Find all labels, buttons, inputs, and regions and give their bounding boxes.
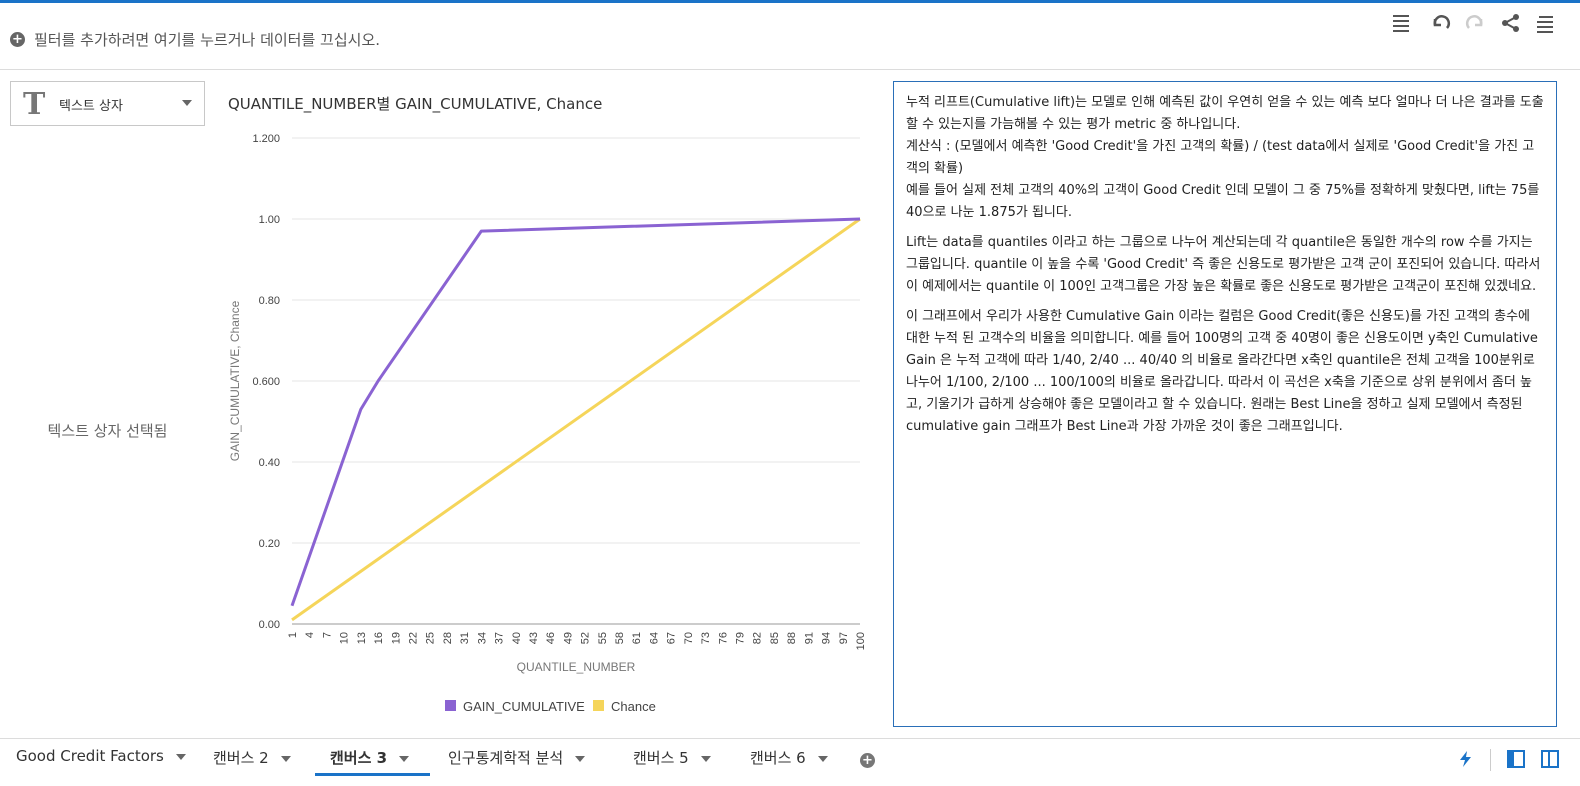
textbox-selected-message: 텍스트 상자 선택됨: [47, 422, 168, 440]
x-tick-label: 7: [321, 632, 333, 638]
tab-label: 캔버스 2: [213, 749, 269, 767]
filter-placeholder[interactable]: 필터를 추가하려면 여기를 누르거나 데이터를 끄십시오.: [34, 31, 381, 49]
series-line-chance: [291, 217, 861, 622]
x-tick-label: 55: [597, 632, 609, 644]
add-canvas-icon[interactable]: +: [860, 753, 875, 768]
x-tick-label: 100: [855, 632, 867, 650]
chevron-down-icon[interactable]: [182, 100, 192, 106]
y-tick-label: 0.40: [259, 457, 280, 469]
chevron-down-icon[interactable]: [817, 755, 828, 762]
y-tick-label: 0.00: [259, 619, 280, 631]
x-tick-label: 52: [580, 632, 592, 644]
share-icon[interactable]: [1500, 13, 1522, 35]
tab-label: 캔버스 3: [330, 749, 388, 767]
x-tick-label: 25: [425, 632, 437, 644]
divider: [1490, 749, 1491, 771]
x-tick-label: 1: [287, 632, 299, 638]
series-line-gain-cumulative: [290, 217, 861, 607]
description-line: Lift는 data를 quantiles 이라고 하는 그룹으로 나누어 계산…: [906, 235, 1541, 294]
y-axis-label: GAIN_CUMULATIVE, Chance: [228, 300, 242, 461]
undo-icon[interactable]: [1430, 13, 1452, 35]
chevron-down-icon[interactable]: [175, 753, 186, 760]
x-tick-label: 94: [821, 632, 833, 644]
x-tick-label: 34: [476, 632, 488, 644]
x-tick-label: 70: [683, 632, 695, 644]
auto-apply-icon[interactable]: [1456, 749, 1476, 769]
x-tick-label: 88: [786, 632, 798, 644]
x-tick-label: 85: [769, 632, 781, 644]
tab-canvas-2[interactable]: 캔버스 2: [213, 747, 291, 777]
text-box-icon: T: [23, 87, 46, 122]
list-icon[interactable]: [1390, 13, 1412, 35]
x-tick-label: 31: [459, 632, 471, 644]
legend-label: GAIN_CUMULATIVE: [463, 699, 585, 714]
tab-good-credit-factors[interactable]: Good Credit Factors: [16, 747, 186, 777]
x-tick-label: 4: [304, 632, 316, 638]
x-tick-label: 64: [648, 632, 660, 644]
chevron-down-icon[interactable]: [575, 755, 586, 762]
description-line: 누적 리프트(Cumulative lift)는 모델로 인해 예측된 값이 우…: [906, 95, 1544, 132]
tab-demographics[interactable]: 인구통계학적 분석: [448, 747, 586, 777]
x-tick-label: 16: [373, 632, 385, 644]
add-filter-icon[interactable]: +: [10, 32, 25, 47]
x-tick-label: 19: [390, 632, 402, 644]
legend-swatch: [445, 700, 456, 711]
x-tick-label: 22: [407, 632, 419, 644]
right-panel-toggle-icon[interactable]: [1540, 749, 1560, 769]
chevron-down-icon[interactable]: [280, 755, 291, 762]
x-tick-label: 49: [562, 632, 574, 644]
line-chart[interactable]: 0.00 0.20 0.40 0.600 0.80 1.00 1.200 1 4 7 10 13 16 1…: [215, 120, 885, 725]
x-tick-label: 13: [356, 632, 368, 644]
tab-canvas-5[interactable]: 캔버스 5: [633, 747, 711, 777]
chart-title: QUANTILE_NUMBER별 GAIN_CUMULATIVE, Chance: [228, 95, 603, 113]
x-tick-label: 28: [442, 632, 454, 644]
top-accent-bar: [0, 0, 1580, 3]
tab-canvas-3[interactable]: 캔버스 3: [330, 747, 410, 777]
description-line: 예를 들어 실제 전체 고객의 40%의 고객이 Good Credit 인데 …: [906, 183, 1540, 220]
x-axis-label: QUANTILE_NUMBER: [517, 660, 636, 674]
description-line: 이 그래프에서 우리가 사용한 Cumulative Gain 이라는 컬럼은 …: [906, 309, 1538, 434]
redo-icon[interactable]: [1464, 13, 1486, 35]
x-tick-label: 76: [717, 632, 729, 644]
y-tick-label: 0.80: [259, 295, 280, 307]
x-tick-label: 58: [614, 632, 626, 644]
x-tick-label: 10: [339, 632, 351, 644]
x-tick-label: 43: [528, 632, 540, 644]
tab-label: 캔버스 6: [750, 749, 806, 767]
description-text-panel[interactable]: 누적 리프트(Cumulative lift)는 모델로 인해 예측된 값이 우…: [893, 81, 1557, 727]
y-tick-label: 0.20: [259, 538, 280, 550]
textbox-selector-label: 텍스트 상자: [59, 99, 123, 114]
y-tick-label: 1.200: [252, 133, 280, 145]
legend-swatch: [593, 700, 604, 711]
legend-label: Chance: [611, 699, 656, 714]
x-tick-label: 67: [666, 632, 678, 644]
chevron-down-icon[interactable]: [399, 755, 410, 762]
x-tick-label: 73: [700, 632, 712, 644]
y-tick-label: 1.00: [259, 214, 280, 226]
description-paragraph: Lift는 data를 quantiles 이라고 하는 그룹으로 나누어 계산…: [906, 232, 1544, 298]
x-tick-label: 79: [735, 632, 747, 644]
description-paragraph: 누적 리프트(Cumulative lift)는 모델로 인해 예측된 값이 우…: [906, 92, 1544, 224]
tab-label: Good Credit Factors: [16, 747, 164, 765]
textbox-selector[interactable]: T 텍스트 상자: [10, 81, 205, 126]
description-paragraph: 이 그래프에서 우리가 사용한 Cumulative Gain 이라는 컬럼은 …: [906, 306, 1544, 438]
x-tick-label: 91: [803, 632, 815, 644]
tab-label: 캔버스 5: [633, 749, 689, 767]
x-tick-label: 61: [631, 632, 643, 644]
menu-icon[interactable]: [1534, 13, 1556, 35]
chevron-down-icon[interactable]: [700, 755, 711, 762]
x-tick-label: 97: [838, 632, 850, 644]
filter-bar[interactable]: + 필터를 추가하려면 여기를 누르거나 데이터를 끄십시오.: [0, 3, 1580, 70]
description-line: 계산식 : (모델에서 예측한 'Good Credit'을 가진 고객의 확률…: [906, 139, 1535, 176]
tab-canvas-6[interactable]: 캔버스 6: [750, 747, 828, 777]
x-tick-label: 46: [545, 632, 557, 644]
x-tick-label: 82: [752, 632, 764, 644]
x-tick-label: 37: [494, 632, 506, 644]
canvas-tab-bar: Good Credit Factors 캔버스 2 캔버스 3 인구통계학적 분…: [0, 738, 1580, 786]
tab-label: 인구통계학적 분석: [448, 749, 564, 767]
left-panel-toggle-icon[interactable]: [1506, 749, 1526, 769]
x-tick-label: 40: [511, 632, 523, 644]
y-tick-label: 0.600: [252, 376, 280, 388]
active-tab-indicator: [315, 773, 430, 776]
